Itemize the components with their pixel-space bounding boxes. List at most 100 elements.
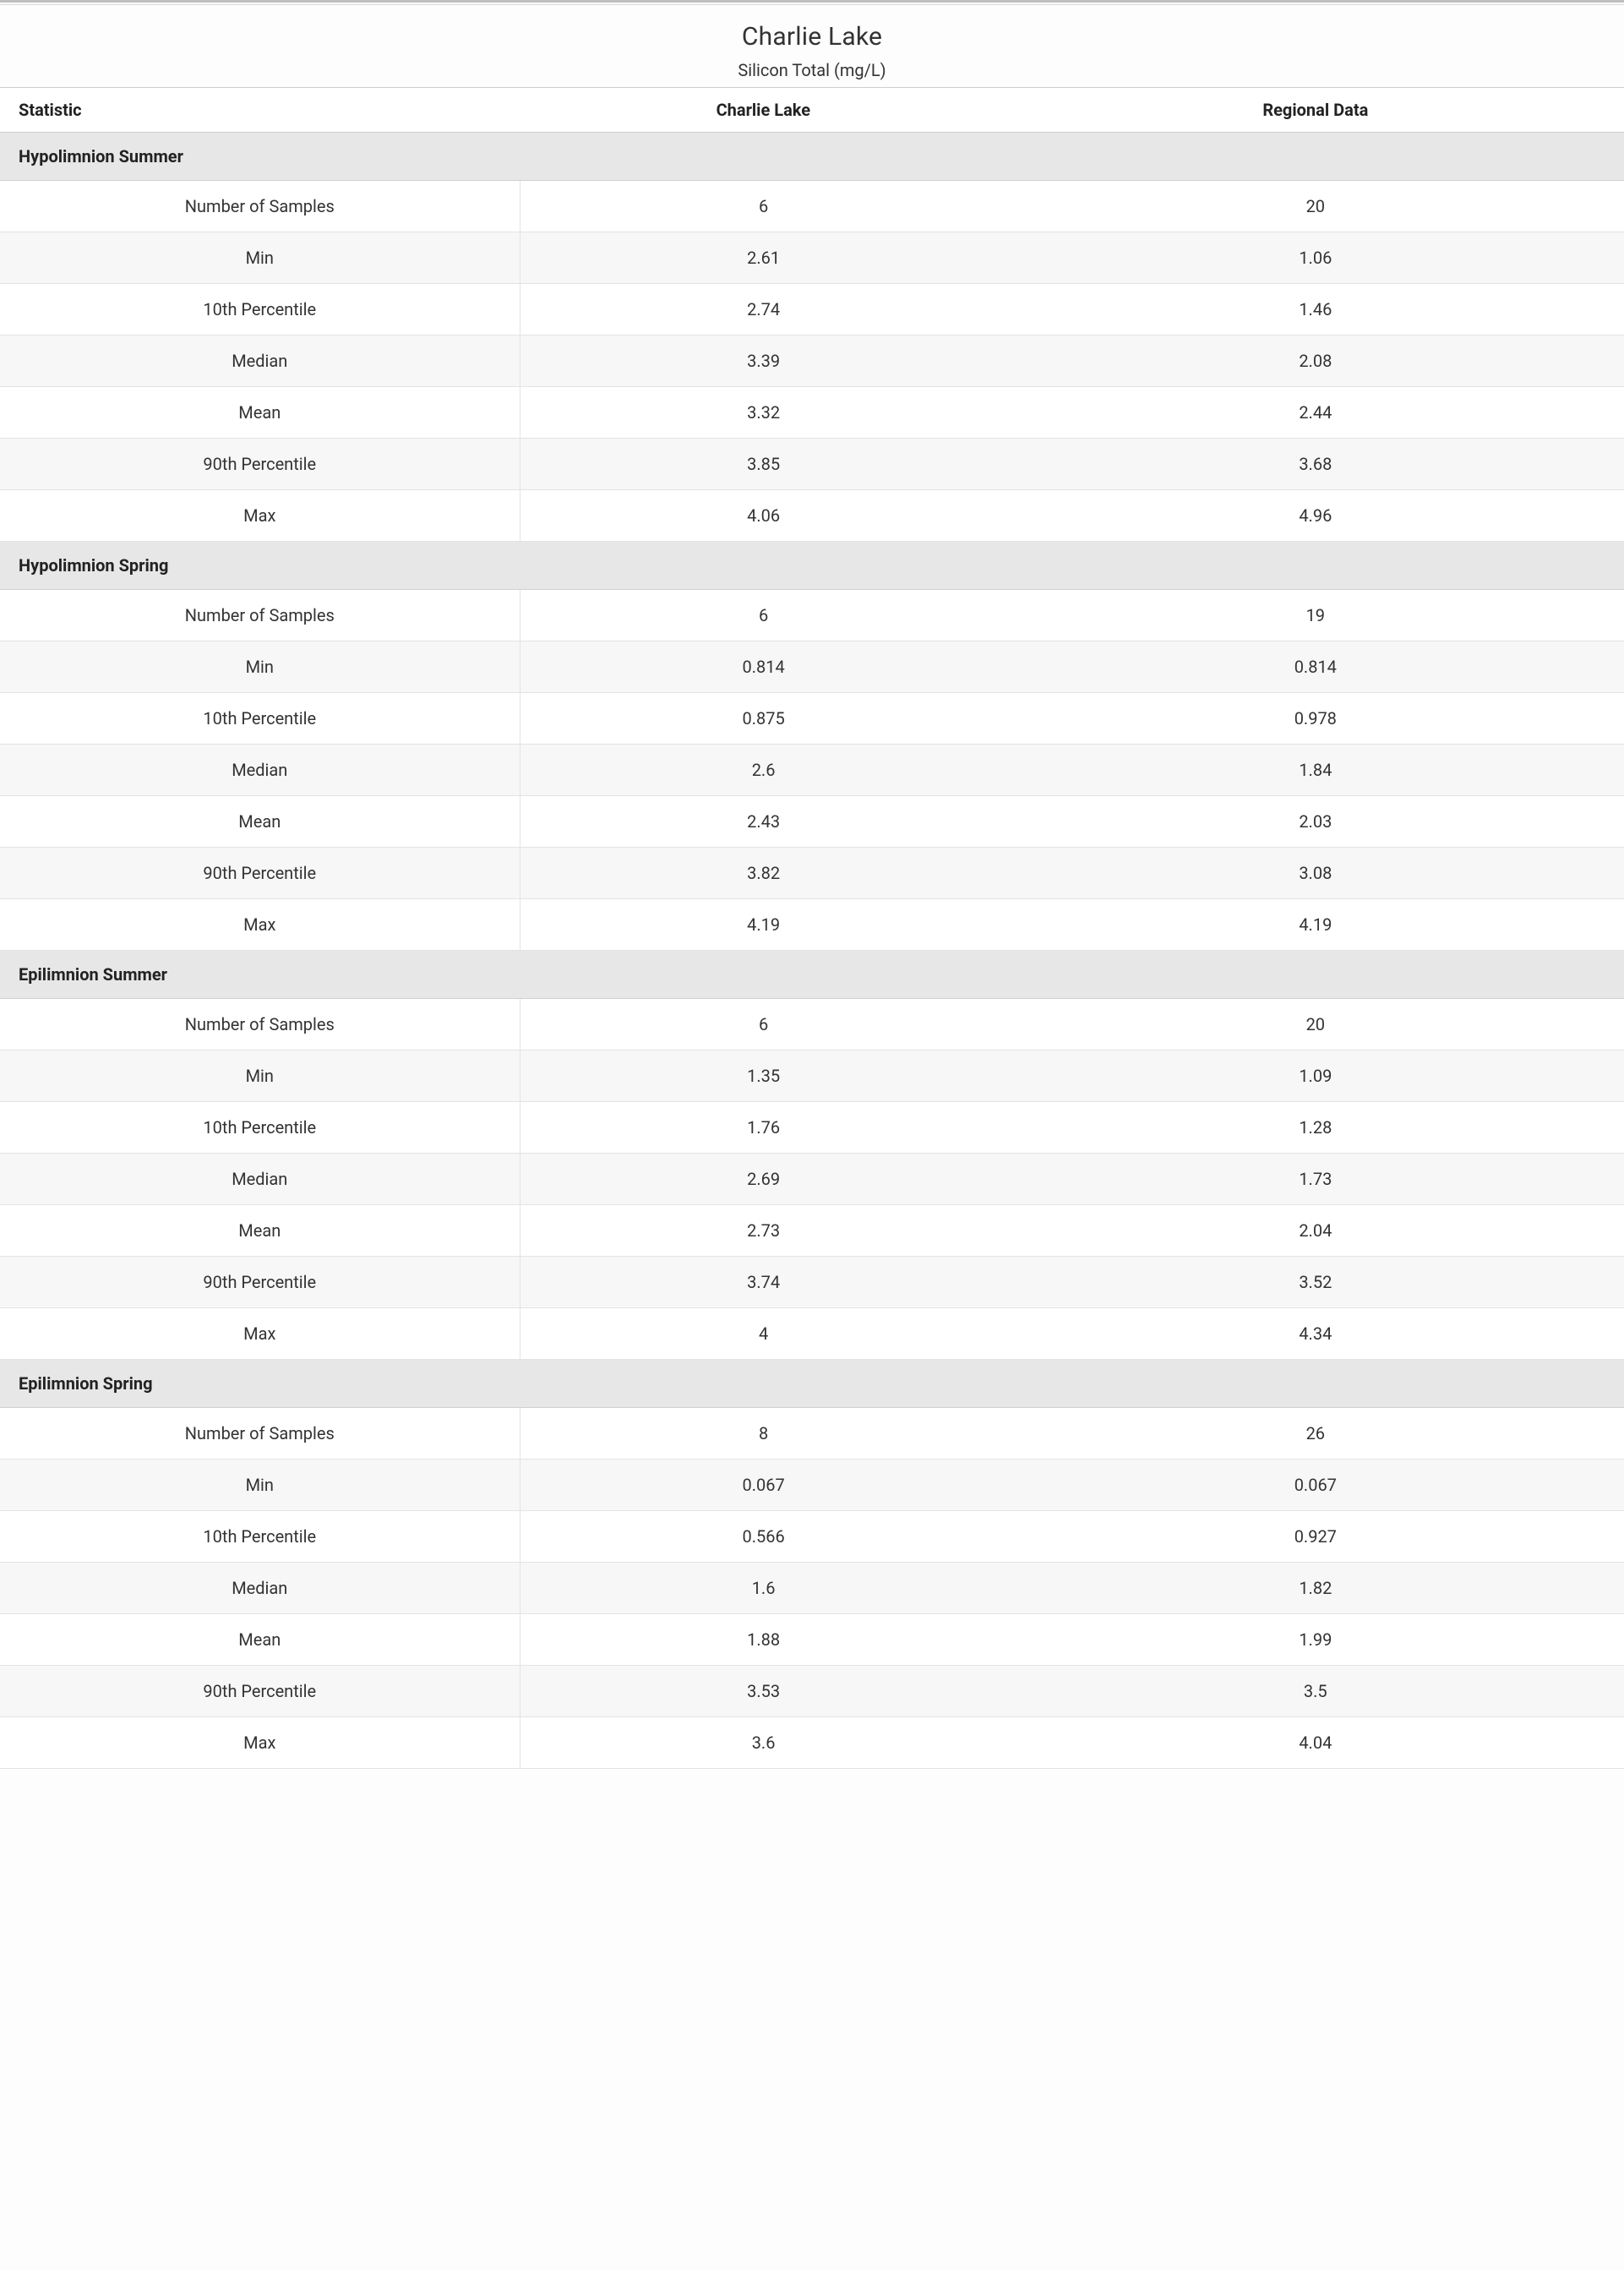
- stat-label-cell: Number of Samples: [0, 590, 520, 641]
- stat-label-cell: 10th Percentile: [0, 693, 520, 745]
- table-row: Min0.8140.814: [0, 641, 1624, 693]
- col-header-regional: Regional Data: [1007, 88, 1624, 133]
- section-header-row: Epilimnion Spring: [0, 1360, 1624, 1408]
- stat-label-cell: Median: [0, 1154, 520, 1205]
- lake-value-cell: 2.61: [520, 232, 1007, 284]
- regional-value-cell: 1.09: [1007, 1050, 1624, 1102]
- stat-label-cell: Mean: [0, 796, 520, 848]
- section-header-cell: Hypolimnion Spring: [0, 542, 1624, 590]
- table-row: Max4.064.96: [0, 490, 1624, 542]
- regional-value-cell: 1.99: [1007, 1614, 1624, 1666]
- lake-value-cell: 0.566: [520, 1511, 1007, 1563]
- section-header-cell: Hypolimnion Summer: [0, 133, 1624, 181]
- stat-label-cell: 90th Percentile: [0, 1257, 520, 1308]
- regional-value-cell: 0.067: [1007, 1460, 1624, 1511]
- lake-value-cell: 4: [520, 1308, 1007, 1360]
- table-row: Min0.0670.067: [0, 1460, 1624, 1511]
- lake-value-cell: 2.69: [520, 1154, 1007, 1205]
- stat-label-cell: 10th Percentile: [0, 1511, 520, 1563]
- regional-value-cell: 19: [1007, 590, 1624, 641]
- lake-value-cell: 3.32: [520, 387, 1007, 439]
- table-row: Mean3.322.44: [0, 387, 1624, 439]
- regional-value-cell: 20: [1007, 181, 1624, 232]
- regional-value-cell: 1.46: [1007, 284, 1624, 336]
- table-row: Median3.392.08: [0, 336, 1624, 387]
- table-row: Median2.61.84: [0, 745, 1624, 796]
- table-row: Max44.34: [0, 1308, 1624, 1360]
- title-block: Charlie Lake Silicon Total (mg/L): [0, 5, 1624, 87]
- stats-table: Statistic Charlie Lake Regional Data Hyp…: [0, 87, 1624, 1769]
- lake-value-cell: 1.88: [520, 1614, 1007, 1666]
- lake-value-cell: 3.6: [520, 1717, 1007, 1769]
- stat-label-cell: Min: [0, 641, 520, 693]
- regional-value-cell: 3.52: [1007, 1257, 1624, 1308]
- regional-value-cell: 1.28: [1007, 1102, 1624, 1154]
- section-header-cell: Epilimnion Summer: [0, 951, 1624, 999]
- stat-label-cell: 90th Percentile: [0, 848, 520, 899]
- lake-value-cell: 0.875: [520, 693, 1007, 745]
- lake-value-cell: 2.73: [520, 1205, 1007, 1257]
- stat-label-cell: Number of Samples: [0, 999, 520, 1050]
- table-row: Number of Samples620: [0, 999, 1624, 1050]
- regional-value-cell: 4.34: [1007, 1308, 1624, 1360]
- table-row: Number of Samples826: [0, 1408, 1624, 1460]
- regional-value-cell: 3.5: [1007, 1666, 1624, 1717]
- stat-label-cell: Max: [0, 899, 520, 951]
- stat-label-cell: Max: [0, 490, 520, 542]
- table-row: 90th Percentile3.533.5: [0, 1666, 1624, 1717]
- lake-value-cell: 1.6: [520, 1563, 1007, 1614]
- regional-value-cell: 4.04: [1007, 1717, 1624, 1769]
- stat-label-cell: Min: [0, 1460, 520, 1511]
- page-title: Charlie Lake: [0, 22, 1624, 52]
- lake-value-cell: 4.06: [520, 490, 1007, 542]
- regional-value-cell: 2.44: [1007, 387, 1624, 439]
- lake-value-cell: 2.74: [520, 284, 1007, 336]
- lake-value-cell: 4.19: [520, 899, 1007, 951]
- regional-value-cell: 1.82: [1007, 1563, 1624, 1614]
- col-header-lake: Charlie Lake: [520, 88, 1007, 133]
- lake-value-cell: 0.814: [520, 641, 1007, 693]
- regional-value-cell: 1.84: [1007, 745, 1624, 796]
- stat-label-cell: 10th Percentile: [0, 284, 520, 336]
- lake-value-cell: 2.43: [520, 796, 1007, 848]
- stat-label-cell: 90th Percentile: [0, 1666, 520, 1717]
- stat-label-cell: Median: [0, 336, 520, 387]
- stat-label-cell: Median: [0, 745, 520, 796]
- table-row: Min2.611.06: [0, 232, 1624, 284]
- table-row: Median2.691.73: [0, 1154, 1624, 1205]
- table-row: 90th Percentile3.823.08: [0, 848, 1624, 899]
- regional-value-cell: 0.814: [1007, 641, 1624, 693]
- lake-value-cell: 6: [520, 590, 1007, 641]
- stat-label-cell: Number of Samples: [0, 1408, 520, 1460]
- section-header-cell: Epilimnion Spring: [0, 1360, 1624, 1408]
- regional-value-cell: 1.73: [1007, 1154, 1624, 1205]
- stat-label-cell: 90th Percentile: [0, 439, 520, 490]
- regional-value-cell: 4.96: [1007, 490, 1624, 542]
- stat-label-cell: Min: [0, 232, 520, 284]
- table-row: 10th Percentile2.741.46: [0, 284, 1624, 336]
- lake-value-cell: 3.39: [520, 336, 1007, 387]
- section-header-row: Hypolimnion Summer: [0, 133, 1624, 181]
- table-row: 10th Percentile0.8750.978: [0, 693, 1624, 745]
- regional-value-cell: 3.08: [1007, 848, 1624, 899]
- lake-value-cell: 6: [520, 999, 1007, 1050]
- table-row: Number of Samples619: [0, 590, 1624, 641]
- regional-value-cell: 2.04: [1007, 1205, 1624, 1257]
- regional-value-cell: 0.978: [1007, 693, 1624, 745]
- lake-value-cell: 1.76: [520, 1102, 1007, 1154]
- regional-value-cell: 3.68: [1007, 439, 1624, 490]
- report-page: Charlie Lake Silicon Total (mg/L) Statis…: [0, 0, 1624, 1769]
- regional-value-cell: 4.19: [1007, 899, 1624, 951]
- stat-label-cell: Min: [0, 1050, 520, 1102]
- regional-value-cell: 1.06: [1007, 232, 1624, 284]
- stat-label-cell: Number of Samples: [0, 181, 520, 232]
- table-row: Median1.61.82: [0, 1563, 1624, 1614]
- stat-label-cell: Mean: [0, 1205, 520, 1257]
- regional-value-cell: 26: [1007, 1408, 1624, 1460]
- lake-value-cell: 3.74: [520, 1257, 1007, 1308]
- lake-value-cell: 1.35: [520, 1050, 1007, 1102]
- lake-value-cell: 2.6: [520, 745, 1007, 796]
- table-row: 90th Percentile3.853.68: [0, 439, 1624, 490]
- table-row: Number of Samples620: [0, 181, 1624, 232]
- stat-label-cell: Max: [0, 1717, 520, 1769]
